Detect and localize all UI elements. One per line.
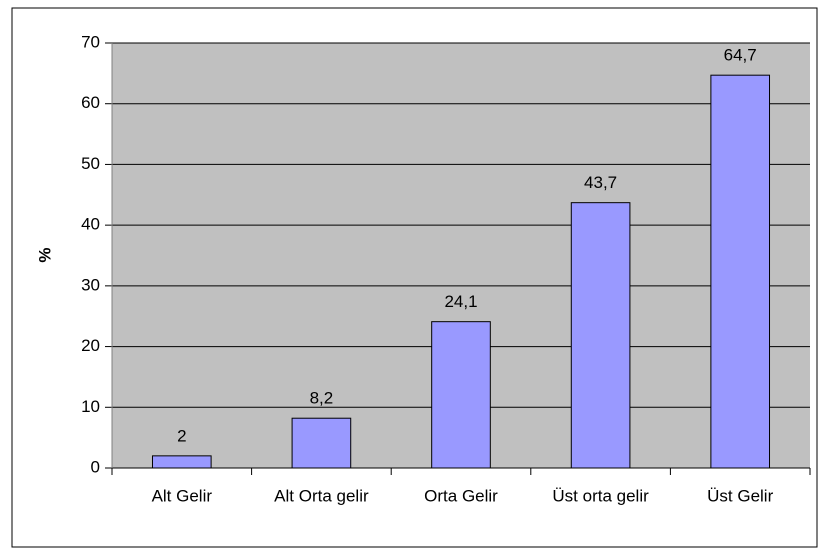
value-label: 64,7 bbox=[724, 46, 757, 65]
x-tick-label: Üst Gelir bbox=[707, 486, 773, 505]
bar bbox=[431, 321, 491, 469]
x-tick-label: Alt Gelir bbox=[152, 486, 213, 505]
y-tick-label: 30 bbox=[81, 275, 100, 294]
y-tick-label: 60 bbox=[81, 93, 100, 112]
x-tick-label: Üst orta gelir bbox=[552, 486, 649, 505]
bar bbox=[151, 455, 212, 469]
value-label: 2 bbox=[177, 426, 186, 445]
y-tick-label: 10 bbox=[81, 397, 100, 416]
y-tick-label: 40 bbox=[81, 215, 100, 234]
y-tick-label: 0 bbox=[91, 457, 100, 476]
x-tick-label: Orta Gelir bbox=[424, 486, 498, 505]
y-tick-label: 50 bbox=[81, 154, 100, 173]
bar bbox=[291, 417, 352, 469]
y-axis-label: % bbox=[35, 247, 54, 262]
value-label: 43,7 bbox=[584, 173, 617, 192]
bar bbox=[710, 74, 771, 469]
bar bbox=[570, 202, 631, 469]
y-tick-label: 20 bbox=[81, 336, 100, 355]
y-tick-label: 70 bbox=[81, 32, 100, 51]
value-label: 24,1 bbox=[444, 292, 477, 311]
x-tick-label: Alt Orta gelir bbox=[274, 486, 369, 505]
value-label: 8,2 bbox=[310, 389, 334, 408]
